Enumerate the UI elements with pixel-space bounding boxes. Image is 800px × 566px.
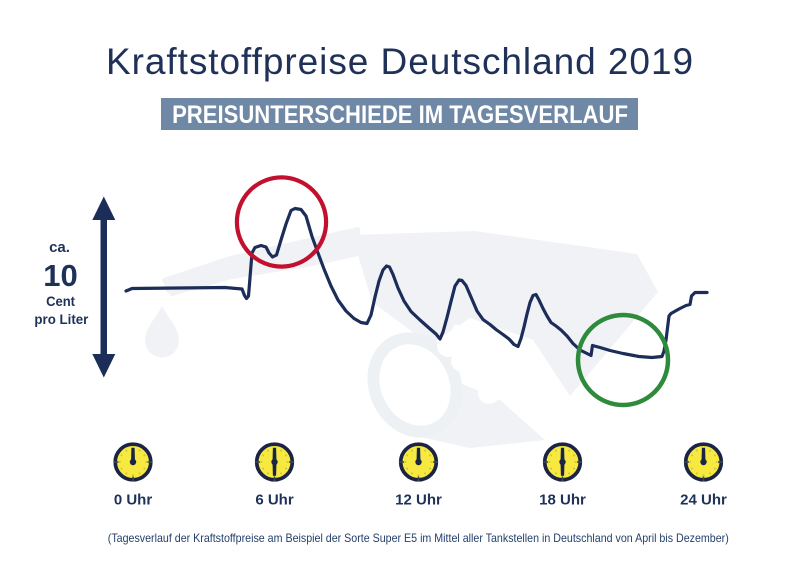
svg-text:18 Uhr: 18 Uhr <box>539 492 586 509</box>
svg-text:12 Uhr: 12 Uhr <box>395 492 442 509</box>
svg-text:0 Uhr: 0 Uhr <box>114 492 153 509</box>
svg-text:24 Uhr: 24 Uhr <box>680 492 727 509</box>
svg-text:6 Uhr: 6 Uhr <box>255 492 294 509</box>
